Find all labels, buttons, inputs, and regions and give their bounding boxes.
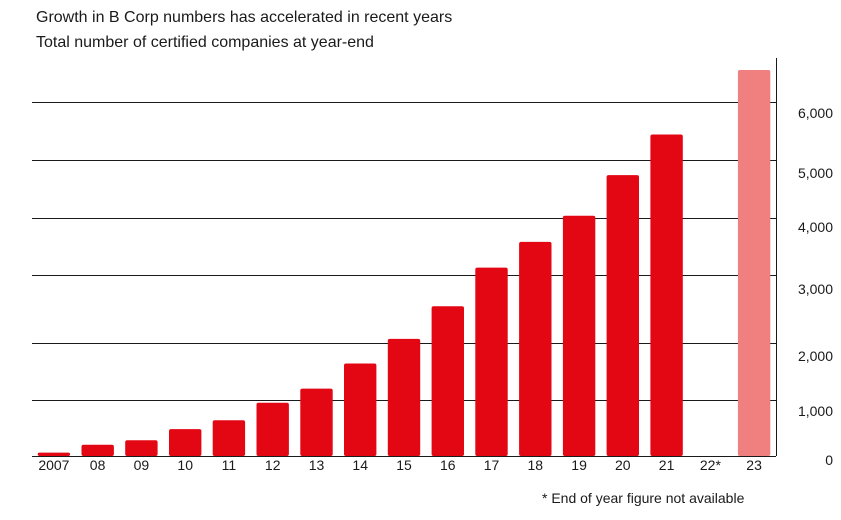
bar-12: [256, 402, 289, 456]
bar-15: [387, 338, 421, 456]
y-tick-label: 1,000: [798, 403, 833, 419]
x-tick-label: 20: [615, 457, 631, 473]
y-tick-labels: 0 1,000 2,000 3,000 4,000 5,000 6,000: [798, 105, 833, 468]
x-tick-label: 2007: [38, 457, 69, 473]
y-tick-label: 0: [825, 452, 833, 468]
x-tick-label: 12: [265, 457, 281, 473]
y-tick-label: 6,000: [798, 105, 833, 121]
bar-14: [344, 363, 377, 456]
bar-09: [125, 440, 158, 456]
axes: [32, 58, 777, 457]
x-tick-label: 08: [90, 457, 106, 473]
bar-16: [431, 306, 464, 456]
x-tick-label: 11: [222, 457, 237, 473]
bar-2007: [37, 452, 71, 456]
x-tick-label: 16: [440, 457, 456, 473]
bar-19: [562, 215, 596, 456]
x-tick-label: 15: [396, 457, 412, 473]
x-tick-label: 19: [571, 457, 587, 473]
x-tick-label: 09: [134, 457, 150, 473]
x-tick-label: 14: [352, 457, 368, 473]
bar-23: [737, 70, 771, 456]
bars: [37, 70, 771, 456]
y-tick-label: 3,000: [798, 281, 833, 297]
x-tick-label: 17: [484, 457, 500, 473]
x-tick-label: 22*: [700, 457, 722, 473]
y-tick-label: 4,000: [798, 219, 833, 235]
chart-title: Growth in B Corp numbers has accelerated…: [36, 9, 453, 26]
chart-subtitle: Total number of certified companies at y…: [36, 34, 374, 51]
y-tick-label: 5,000: [798, 165, 833, 181]
bar-11: [212, 420, 246, 456]
x-tick-label: 23: [746, 457, 762, 473]
x-tick-label: 13: [309, 457, 325, 473]
bar-08: [81, 444, 114, 456]
footnote: * End of year figure not available: [542, 490, 745, 506]
bar-10: [169, 429, 202, 456]
bar-20: [606, 175, 639, 456]
x-tick-label: 10: [177, 457, 193, 473]
x-tick-label: 18: [528, 457, 544, 473]
x-tick-label: 21: [659, 457, 675, 473]
y-tick-label: 2,000: [798, 348, 833, 364]
x-tick-labels: 2007 08 09 10 11 12 13 14 15 16 17 18 19 20 21 22* 23: [38, 457, 762, 473]
bar-17: [475, 267, 508, 456]
bar-13: [300, 388, 333, 456]
bar-18: [519, 241, 552, 456]
bar-21: [650, 134, 683, 456]
